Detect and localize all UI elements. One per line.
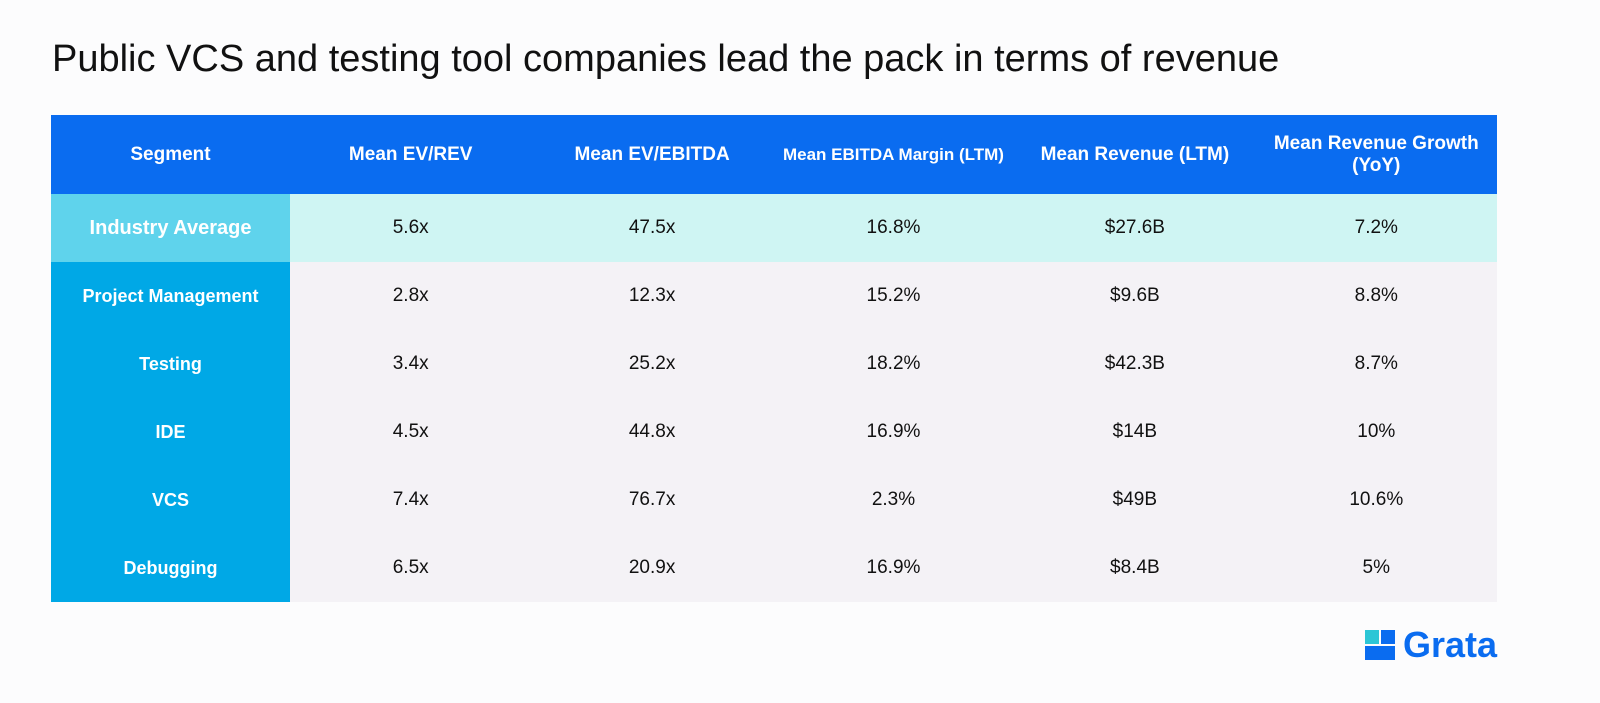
segment-cell: Debugging (51, 534, 290, 602)
column-header: Mean EV/EBITDA (531, 115, 773, 194)
value-cell: 8.7% (1255, 330, 1497, 398)
value-cell: 16.8% (772, 194, 1015, 262)
value-cell: $8.4B (1014, 534, 1256, 602)
value-cell: $14B (1014, 398, 1256, 466)
title: Public VCS and testing tool companies le… (52, 38, 1280, 80)
logo: Grata (1364, 624, 1497, 666)
value-cell: 10.6% (1255, 466, 1497, 534)
column-header: Mean Revenue Growth (YoY) (1255, 115, 1497, 194)
data-table: Segment Mean EV/REV Mean EV/EBITDA Mean EBI… (51, 115, 1497, 602)
value-cell: 8.8% (1255, 262, 1497, 330)
column-header: Mean Revenue (LTM) (1014, 115, 1256, 194)
value-cell: 7.2% (1255, 194, 1497, 262)
value-cell: 76.7x (531, 466, 773, 534)
logo-icon (1364, 630, 1395, 660)
segment-cell: IDE (51, 398, 290, 466)
value-cell: 3.4x (290, 330, 532, 398)
table-row: VCS 7.4x 76.7x 2.3% $49B 10.6% (51, 466, 1497, 534)
value-cell: 2.3% (772, 466, 1015, 534)
header-row: Segment Mean EV/REV Mean EV/EBITDA Mean EBI… (51, 115, 1497, 194)
value-cell: 44.8x (531, 398, 773, 466)
value-cell: $27.6B (1014, 194, 1256, 262)
value-cell: 5% (1255, 534, 1497, 602)
value-cell: 16.9% (772, 534, 1015, 602)
table-row: Industry Average 5.6x 47.5x 16.8% $27.6B 7.2% (51, 194, 1497, 262)
value-cell: $42.3B (1014, 330, 1256, 398)
value-cell: 5.6x (290, 194, 532, 262)
value-cell: 6.5x (290, 534, 532, 602)
value-cell: 12.3x (531, 262, 773, 330)
value-cell: $49B (1014, 466, 1256, 534)
table-body: Industry Average 5.6x 47.5x 16.8% $27.6B 7.2%… (51, 194, 1497, 602)
value-cell: 25.2x (531, 330, 773, 398)
value-cell: 10% (1255, 398, 1497, 466)
value-cell: 7.4x (290, 466, 532, 534)
value-cell: 2.8x (290, 262, 532, 330)
segment-cell: Project Management (51, 262, 290, 330)
segment-cell: Testing (51, 330, 290, 398)
value-cell: 4.5x (290, 398, 532, 466)
value-cell: 20.9x (531, 534, 773, 602)
value-cell: $9.6B (1014, 262, 1256, 330)
segment-cell: Industry Average (51, 194, 290, 262)
value-cell: 15.2% (772, 262, 1015, 330)
value-cell: 47.5x (531, 194, 773, 262)
column-header: Segment (51, 115, 290, 194)
table-row: Debugging 6.5x 20.9x 16.9% $8.4B 5% (51, 534, 1497, 602)
table-row: Project Management 2.8x 12.3x 15.2% $9.6B 8.8… (51, 262, 1497, 330)
column-header: Mean EBITDA Margin (LTM) (772, 115, 1015, 194)
segment-cell: VCS (51, 466, 290, 534)
table-row: Testing 3.4x 25.2x 18.2% $42.3B 8.7% (51, 330, 1497, 398)
value-cell: 16.9% (772, 398, 1015, 466)
logo-text: Grata (1402, 624, 1497, 665)
value-cell: 18.2% (772, 330, 1015, 398)
column-header: Mean EV/REV (290, 115, 532, 194)
table-row: IDE 4.5x 44.8x 16.9% $14B 10% (51, 398, 1497, 466)
